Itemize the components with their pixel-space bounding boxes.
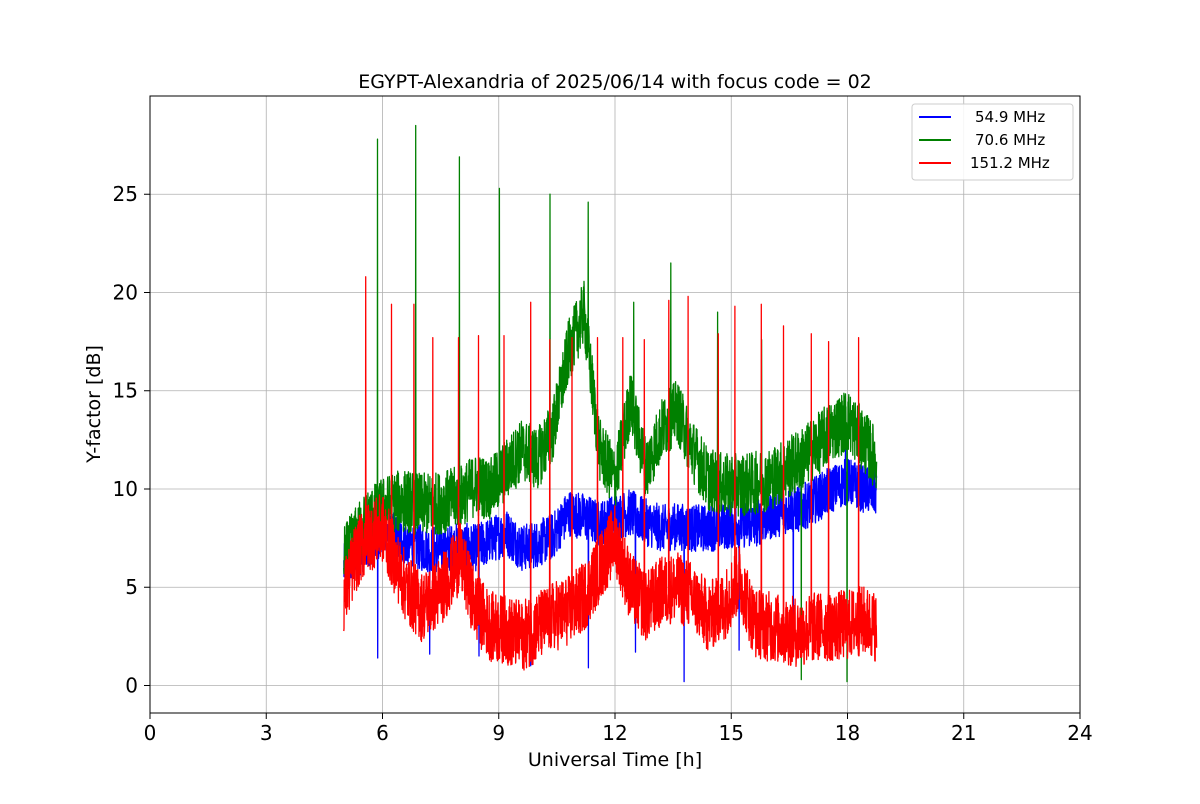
series-layer: [343, 124, 878, 683]
y-tick-label: 20: [113, 280, 138, 304]
x-tick-label: 21: [951, 721, 976, 745]
legend-box: [911, 103, 1074, 181]
x-tick-label: 12: [602, 721, 627, 745]
legend-label-70-6-mhz: 70.6 MHz: [975, 131, 1045, 149]
legend-label-54-9-mhz: 54.9 MHz: [975, 108, 1045, 126]
x-tick-label: 3: [260, 721, 273, 745]
y-tick-label: 5: [125, 575, 138, 599]
y-tick-label: 10: [113, 477, 138, 501]
x-tick-label: 9: [492, 721, 505, 745]
x-tick-label: 0: [144, 721, 157, 745]
y-tick-label: 0: [125, 673, 138, 697]
chart-title: EGYPT-Alexandria of 2025/06/14 with focu…: [358, 71, 872, 93]
legend-label-151-2-mhz: 151.2 MHz: [970, 154, 1050, 172]
legend: 54.9 MHz 70.6 MHz 151.2 MHz: [911, 103, 1074, 181]
x-tick-label: 6: [376, 721, 389, 745]
x-tick-label: 15: [719, 721, 744, 745]
axis-ticks: 0 3 6 9 12 15 18 21 24 0 5 10 15 20 25: [113, 182, 1093, 745]
x-axis-label: Universal Time [h]: [528, 749, 702, 771]
x-tick-label: 18: [835, 721, 860, 745]
series-line-151-2-mhz: [343, 276, 878, 671]
y-tick-label: 15: [113, 379, 138, 403]
y-axis-label: Y-factor [dB]: [83, 345, 105, 464]
y-tick-label: 25: [113, 182, 138, 206]
x-tick-label: 24: [1067, 721, 1092, 745]
